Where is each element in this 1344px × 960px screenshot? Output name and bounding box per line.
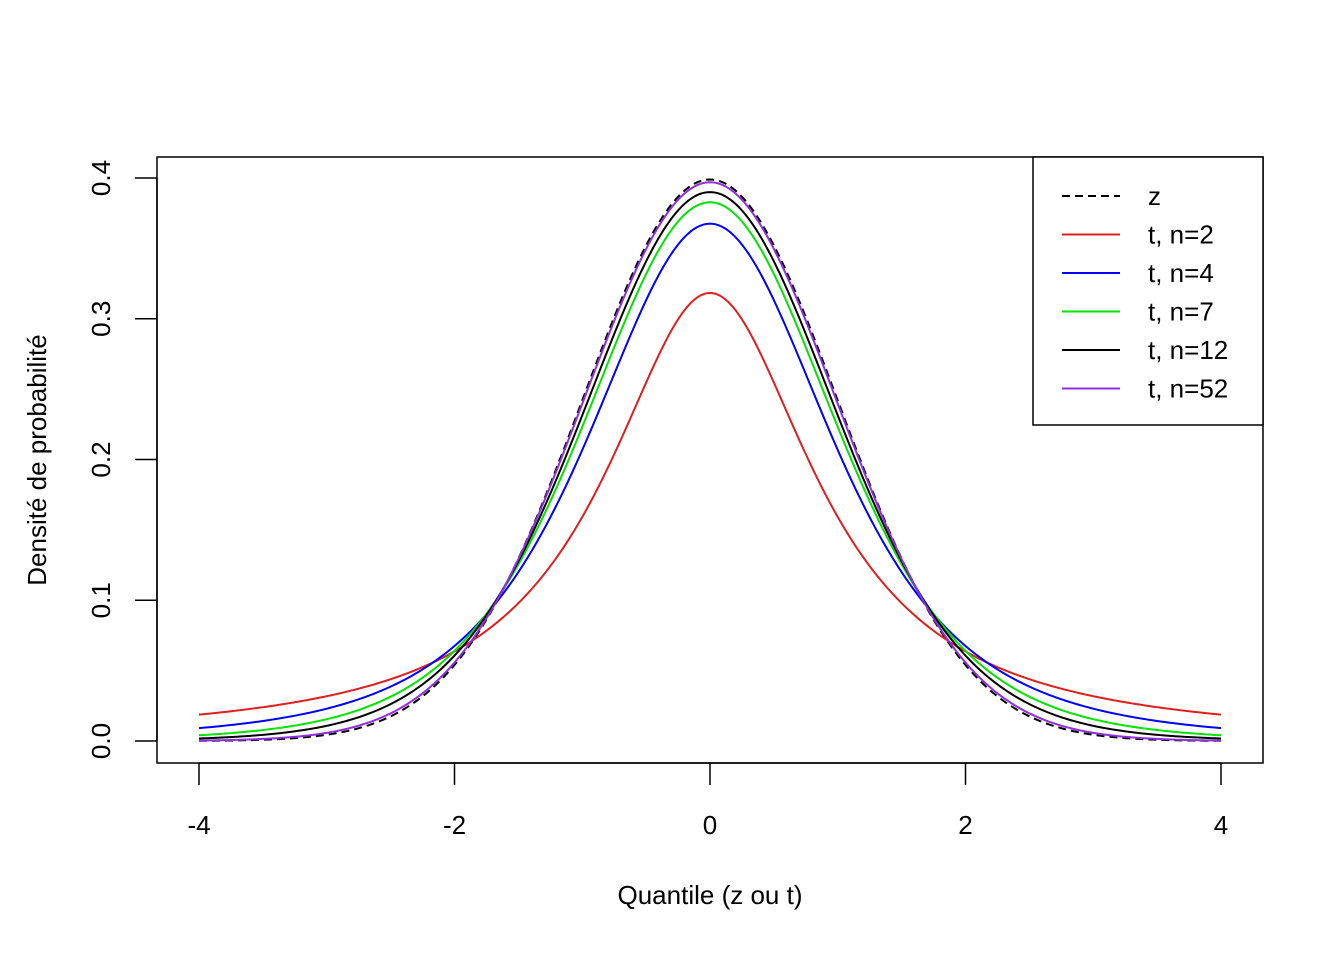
x-tick-label: 0	[703, 810, 717, 840]
x-tick-label: -4	[187, 810, 210, 840]
y-axis: 0.0 0.1 0.2 0.3 0.4	[86, 160, 158, 759]
x-axis: -4 -2 0 2 4	[187, 762, 1228, 840]
legend-label-4: t, n=12	[1148, 335, 1228, 365]
legend-label-2: t, n=4	[1148, 258, 1214, 288]
y-tick-label: 0.3	[86, 301, 116, 337]
series-line-4	[198, 191, 1222, 740]
x-tick-label: 4	[1214, 810, 1228, 840]
x-axis-title: Quantile (z ou t)	[618, 880, 803, 910]
legend: z t, n=2 t, n=4 t, n=7 t, n=12 t, n=52	[1032, 156, 1264, 426]
x-tick-label: 2	[958, 810, 972, 840]
y-tick-label: 0.2	[86, 441, 116, 477]
legend-label-3: t, n=7	[1148, 297, 1214, 327]
y-tick-label: 0.1	[86, 582, 116, 618]
series-line-5	[198, 181, 1222, 742]
legend-box	[1032, 156, 1264, 426]
series-line-2	[198, 222, 1222, 730]
x-tick-label: -2	[443, 810, 466, 840]
series-line-1	[198, 291, 1222, 716]
legend-label-0: z	[1148, 181, 1161, 211]
y-tick-label: 0.0	[86, 723, 116, 759]
series-line-0	[198, 178, 1222, 742]
curves-layer	[198, 178, 1222, 742]
y-tick-label: 0.4	[86, 160, 116, 196]
series-line-3	[198, 201, 1222, 737]
y-axis-title: Densité de probabilité	[22, 334, 52, 586]
legend-label-5: t, n=52	[1148, 374, 1228, 404]
legend-label-1: t, n=2	[1148, 220, 1214, 250]
